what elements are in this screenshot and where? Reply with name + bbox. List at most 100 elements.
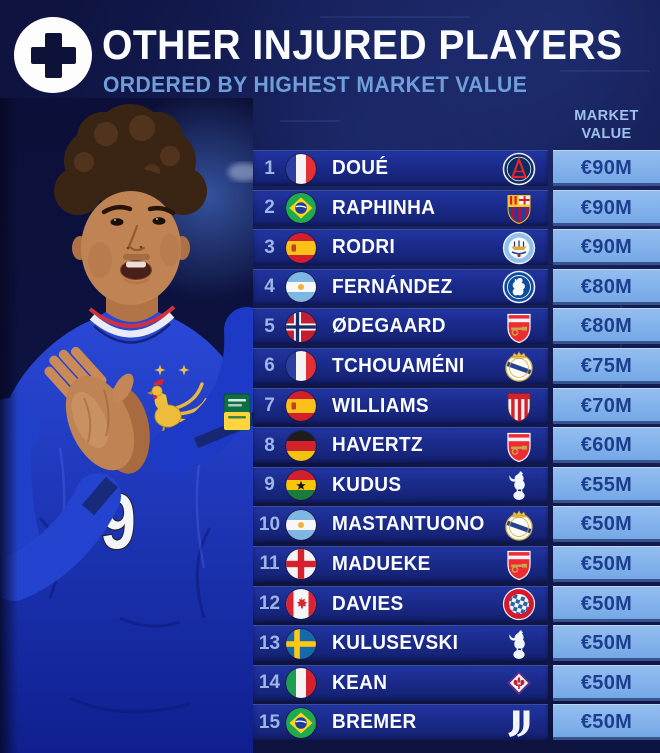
market-value: €50M [553, 545, 660, 582]
flag-spain-icon [286, 232, 316, 263]
row-rank: 10 [258, 513, 281, 535]
flag-france-icon [286, 153, 316, 184]
club-real-madrid-badge-icon [501, 507, 537, 543]
club-tottenham-badge-icon [501, 626, 537, 662]
club-arsenal-badge-icon [501, 546, 537, 582]
table-row: 9 KUDUS €55M [253, 466, 660, 503]
row-rank: 11 [259, 553, 280, 575]
market-value: €80M [553, 308, 660, 345]
medical-cross-icon [14, 17, 92, 93]
row-rank: 12 [258, 593, 281, 615]
row-rank: 14 [258, 672, 281, 694]
page-title: OTHER INJURED PLAYERS [102, 21, 623, 68]
flag-france-icon [286, 351, 316, 382]
table-row: 8 HAVERTZ €60M [253, 427, 660, 464]
table-row: 3 RODRI €90M [253, 229, 660, 266]
row-rank: 15 [258, 711, 281, 733]
row-rank: 9 [264, 474, 275, 496]
player-name: KEAN [332, 671, 388, 694]
market-value-header-line2: VALUE [581, 125, 632, 142]
row-rank: 7 [264, 395, 275, 417]
club-juventus-badge-icon [501, 705, 537, 741]
flag-brazil-icon [286, 193, 316, 224]
table-row: 1 DOUÉ €90M [253, 150, 660, 186]
table-row: 15 BREMER €50M [253, 704, 660, 741]
row-rank: 8 [264, 434, 275, 456]
background-line [320, 16, 470, 18]
player-photo: 9 [0, 98, 253, 753]
row-main: 15 BREMER [253, 704, 548, 741]
row-main: 4 FERNÁNDEZ [253, 268, 548, 305]
market-value: €90M [553, 150, 660, 186]
row-rank: 5 [264, 315, 275, 337]
row-rank: 4 [264, 276, 275, 298]
flag-italy-icon [286, 668, 316, 699]
player-name: DOUÉ [332, 157, 389, 179]
row-main: 13 KULUSEVSKI [253, 625, 548, 662]
row-main: 14 KEAN [253, 664, 548, 701]
player-name: KUDUS [332, 473, 402, 496]
player-name: ØDEGAARD [332, 315, 446, 338]
club-barcelona-badge-icon [501, 190, 537, 226]
flag-argentina-icon [286, 509, 316, 540]
table-row: 14 KEAN €50M [253, 664, 660, 701]
table-row: 13 KULUSEVSKI €50M [253, 625, 660, 662]
club-fiorentina-badge-icon [501, 665, 537, 701]
row-rank: 3 [264, 236, 275, 258]
player-name: KULUSEVSKI [332, 632, 459, 655]
club-chelsea-badge-icon [501, 269, 537, 305]
row-main: 1 DOUÉ [253, 150, 548, 186]
row-main: 10 MASTANTUONO [253, 506, 548, 543]
player-name: RAPHINHA [332, 196, 436, 219]
flag-england-icon [286, 549, 316, 580]
club-real-madrid-badge-icon [501, 348, 537, 384]
flag-norway-icon [286, 311, 316, 342]
row-main: 8 HAVERTZ [253, 427, 548, 464]
table-row: 12 DAVIES €50M [253, 585, 660, 622]
market-value: €50M [553, 506, 660, 543]
market-value: €50M [553, 704, 660, 741]
player-name: FERNÁNDEZ [332, 275, 453, 298]
club-arsenal-badge-icon [501, 309, 537, 345]
club-arsenal-badge-icon [501, 428, 537, 464]
players-table: 1 DOUÉ €90M 2 RAPHINHA €90M 3 RODRI [253, 150, 660, 741]
row-rank: 2 [264, 197, 275, 219]
market-value: €75M [553, 347, 660, 384]
row-main: 5 ØDEGAARD [253, 308, 548, 345]
flag-sweden-icon [286, 628, 316, 659]
page-subtitle: ORDERED BY HIGHEST MARKET VALUE [103, 72, 528, 97]
table-row: 7 WILLIAMS €70M [253, 387, 660, 424]
market-value-column-header: MARKET VALUE [553, 108, 660, 143]
table-row: 6 TCHOUAMÉNI €75M [253, 347, 660, 384]
player-name: TCHOUAMÉNI [332, 354, 465, 377]
club-athletic-bilbao-badge-icon [501, 388, 537, 424]
club-manchester-city-badge-icon [501, 230, 537, 266]
flag-brazil-icon [286, 707, 316, 738]
row-main: 3 RODRI [253, 229, 548, 266]
player-name: HAVERTZ [332, 434, 423, 457]
player-name: WILLIAMS [332, 394, 429, 417]
market-value: €90M [553, 229, 660, 266]
flag-spain-icon [286, 391, 316, 422]
row-main: 11 MADUEKE [253, 545, 548, 582]
flag-ghana-icon [286, 470, 316, 501]
player-name: DAVIES [332, 592, 404, 615]
table-row: 11 MADUEKE €50M [253, 545, 660, 582]
table-row: 10 MASTANTUONO €50M [253, 506, 660, 543]
row-rank: 6 [264, 355, 275, 377]
row-rank: 1 [264, 157, 275, 179]
market-value: €50M [553, 585, 660, 622]
market-value: €80M [553, 268, 660, 305]
sleeve-patch [223, 393, 251, 431]
club-tottenham-badge-icon [501, 467, 537, 503]
row-rank: 13 [258, 632, 281, 654]
club-psg-badge-icon [501, 151, 537, 187]
market-value: €50M [553, 625, 660, 662]
row-main: 9 KUDUS [253, 466, 548, 503]
market-value: €55M [553, 466, 660, 503]
table-row: 5 ØDEGAARD €80M [253, 308, 660, 345]
market-value: €90M [553, 189, 660, 226]
market-value: €50M [553, 664, 660, 701]
player-name: BREMER [332, 711, 417, 734]
background-line [560, 70, 650, 72]
